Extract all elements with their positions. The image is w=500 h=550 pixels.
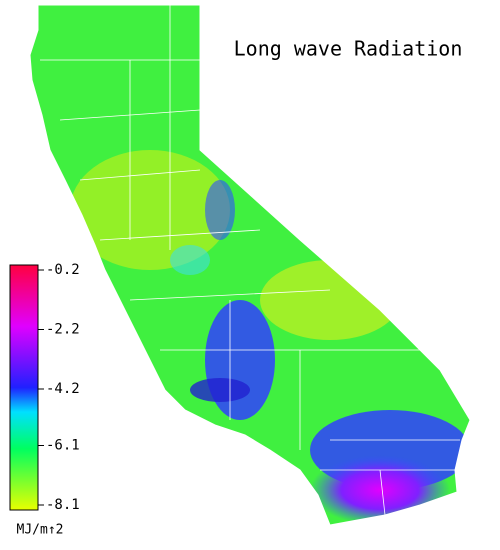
colorbar-tick-label: -6.1 <box>46 438 80 454</box>
colorbar-tick-label: -0.2 <box>46 262 80 278</box>
county-lines <box>40 5 460 516</box>
colorbar <box>9 264 39 511</box>
colorbar-tick-label: -2.2 <box>46 321 80 337</box>
colorbar-tick-label: -8.1 <box>46 497 80 513</box>
colorbar-ticks: -0.2 -2.2 -4.2 -6.1 -8.1 <box>38 262 80 513</box>
state-outline <box>29 4 471 526</box>
colorbar-unit: MJ/m↑2 <box>17 523 64 538</box>
map-title: Long wave Radiation <box>234 37 463 61</box>
colorbar-tick-label: -4.2 <box>46 381 80 397</box>
